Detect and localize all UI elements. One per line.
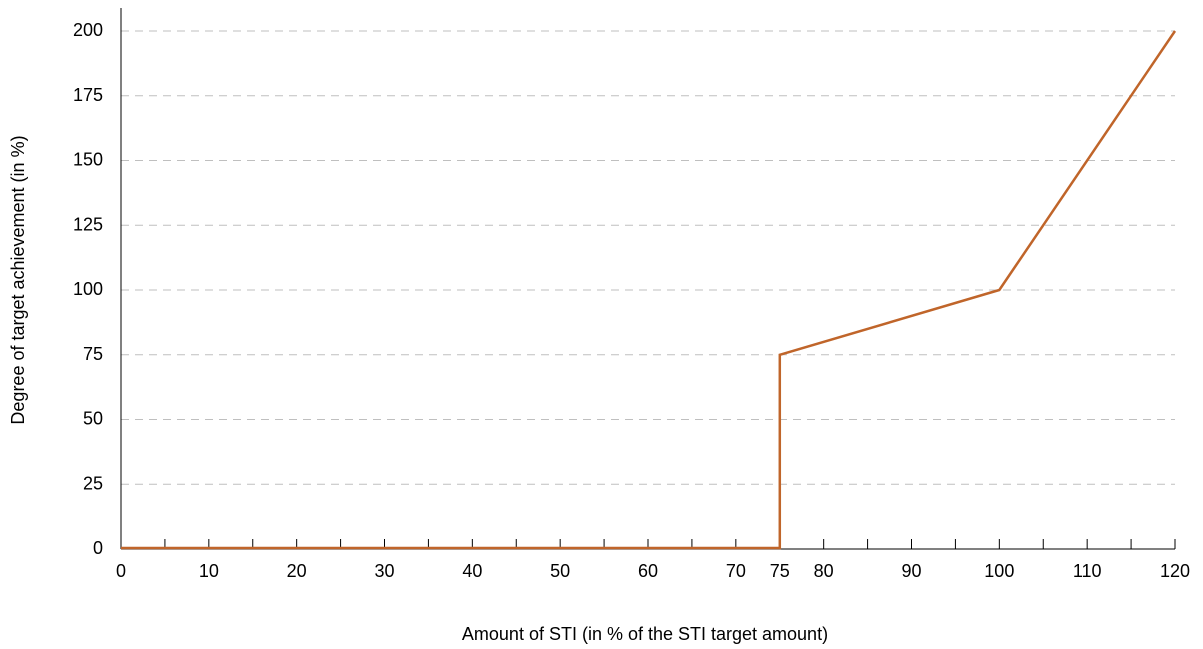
- x-tick-label-0: 0: [116, 561, 126, 581]
- x-tick-label-80: 80: [814, 561, 834, 581]
- x-tick-label-110: 110: [1073, 561, 1102, 581]
- x-tick-label-120: 120: [1160, 561, 1190, 581]
- gridlines: [121, 30, 1175, 485]
- y-ticks: 0 25 50 75 100 125 150 175 200: [73, 20, 103, 558]
- x-tick-label-30: 30: [374, 561, 394, 581]
- x-tick-label-70: 70: [726, 561, 746, 581]
- y-tick-label-75: 75: [83, 344, 103, 364]
- series-line-0: [121, 30, 1177, 550]
- axes: [120, 8, 1175, 550]
- y-axis-title: Degree of target achievement (in %): [8, 135, 28, 424]
- x-tick-label-40: 40: [462, 561, 482, 581]
- x-tick-label-90: 90: [901, 561, 921, 581]
- y-tick-label-200: 200: [73, 20, 103, 40]
- y-tick-label-150: 150: [73, 150, 103, 170]
- x-tick-label-60: 60: [638, 561, 658, 581]
- x-axis-title: Amount of STI (in % of the STI target am…: [462, 624, 828, 644]
- x-tick-label-50: 50: [550, 561, 570, 581]
- y-tick-label-25: 25: [83, 473, 103, 493]
- y-tick-label-0: 0: [93, 538, 103, 558]
- x-tick-label-100: 100: [984, 561, 1014, 581]
- y-tick-label-125: 125: [73, 214, 103, 234]
- y-tick-label-175: 175: [73, 85, 103, 105]
- series: [121, 30, 1177, 550]
- x-tick-label-10: 10: [199, 561, 219, 581]
- x-ticks: 0 10 20 30 40 50 60 70 75 80 90 100 110 120: [116, 539, 1190, 581]
- y-tick-label-100: 100: [73, 279, 103, 299]
- x-tick-label-75: 75: [770, 561, 790, 581]
- x-tick-label-20: 20: [287, 561, 307, 581]
- y-tick-label-50: 50: [83, 409, 103, 429]
